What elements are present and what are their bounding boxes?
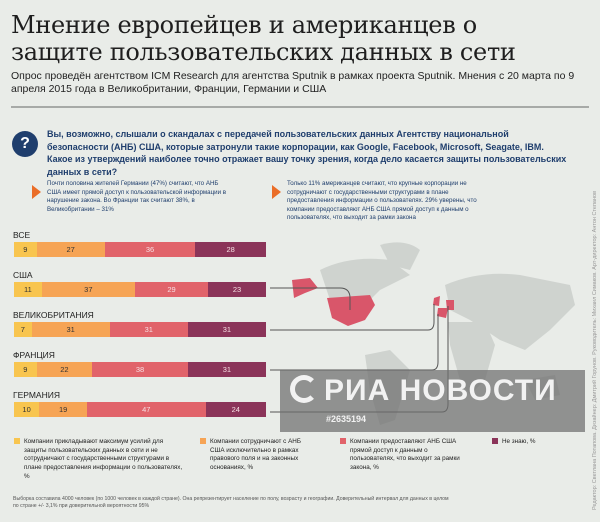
survey-question: Вы, возможно, слышали о скандалах с пере…: [47, 129, 567, 177]
bar-segment: 38: [92, 362, 188, 377]
bar-segment: 28: [195, 242, 266, 257]
bar-segment: 9: [14, 242, 37, 257]
bar-segment: 9: [14, 362, 37, 377]
bar-segment: 10: [14, 402, 40, 417]
arrow-right-icon: [272, 185, 281, 199]
stacked-bar: 10 19 47 24: [14, 402, 266, 417]
stacked-bar: 9 27 36 28: [14, 242, 266, 257]
legend-swatch: [340, 438, 346, 444]
row-label: ГЕРМАНИЯ: [13, 390, 60, 400]
bar-segment: 31: [109, 322, 188, 337]
map-usa: [327, 295, 375, 326]
bar-segment: 47: [87, 402, 206, 417]
bar-segment: 31: [187, 362, 266, 377]
stacked-bar: 11 37 29 23: [14, 282, 266, 297]
legend-swatch: [492, 438, 498, 444]
legend-swatch: [200, 438, 206, 444]
bar-segment: 36: [104, 242, 196, 257]
row-label: ФРАНЦИЯ: [13, 350, 55, 360]
stacked-bar: 9 22 38 31: [14, 362, 266, 377]
watermark: РИА НОВОСТИ #2635194: [280, 370, 585, 432]
bar-segment: 23: [208, 282, 266, 297]
question-mark-icon: ?: [12, 131, 38, 157]
logo-icon: [290, 375, 318, 403]
footnote: Выборка составила 4000 человек (по 1000 …: [13, 496, 449, 509]
arrow-right-icon: [32, 185, 41, 199]
bar-segment: 37: [41, 282, 135, 297]
legend-item: Компании прикладывают максимум усилий дл…: [14, 438, 184, 482]
legend-label: Компании предоставляют АНБ США прямой до…: [350, 438, 460, 472]
legend-label: Компании сотрудничают с АНБ США исключит…: [210, 438, 301, 472]
divider: [11, 106, 589, 108]
bar-segment: 27: [36, 242, 105, 257]
bar-segment: 31: [187, 322, 266, 337]
note-germany: Почти половина жителей Германии (47%) сч…: [47, 180, 227, 213]
legend-item: Компании сотрудничают с АНБ США исключит…: [200, 438, 310, 473]
logo-text: РИА НОВОСТИ: [324, 374, 557, 407]
bar-segment: 31: [31, 322, 110, 337]
row-label: ВЕЛИКОБРИТАНИЯ: [13, 310, 94, 320]
bar-segment: 29: [134, 282, 209, 297]
map-uk: [433, 296, 440, 306]
row-label: США: [13, 270, 33, 280]
page-subtitle: Опрос проведён агентством ICM Research д…: [11, 70, 575, 95]
legend-swatch: [14, 438, 20, 444]
map-france: [437, 308, 448, 318]
bar-segment: 11: [14, 282, 42, 297]
stacked-bar: 7 31 31 31: [14, 322, 266, 337]
credits: Редактор: Светлана Потапова. Дизайнер: Д…: [592, 190, 598, 510]
image-id: #2635194: [326, 414, 367, 424]
row-label: ВСЕ: [13, 230, 31, 240]
map-germany: [446, 300, 454, 310]
legend-item: Компании предоставляют АНБ США прямой до…: [340, 438, 460, 473]
bar-segment: 7: [14, 322, 32, 337]
legend-label: Не знаю, %: [502, 438, 536, 445]
page-title: Мнение европейцев и американцев о защите…: [11, 11, 516, 66]
ria-novosti-logo: РИА НОВОСТИ: [290, 374, 557, 408]
bar-segment: 22: [36, 362, 93, 377]
legend-label: Компании прикладывают максимум усилий дл…: [24, 438, 183, 480]
bar-segment: 19: [39, 402, 88, 417]
bar-segment: 24: [205, 402, 266, 417]
note-usa: Только 11% американцев считают, что круп…: [287, 180, 477, 221]
legend-item: Не знаю, %: [492, 438, 572, 447]
